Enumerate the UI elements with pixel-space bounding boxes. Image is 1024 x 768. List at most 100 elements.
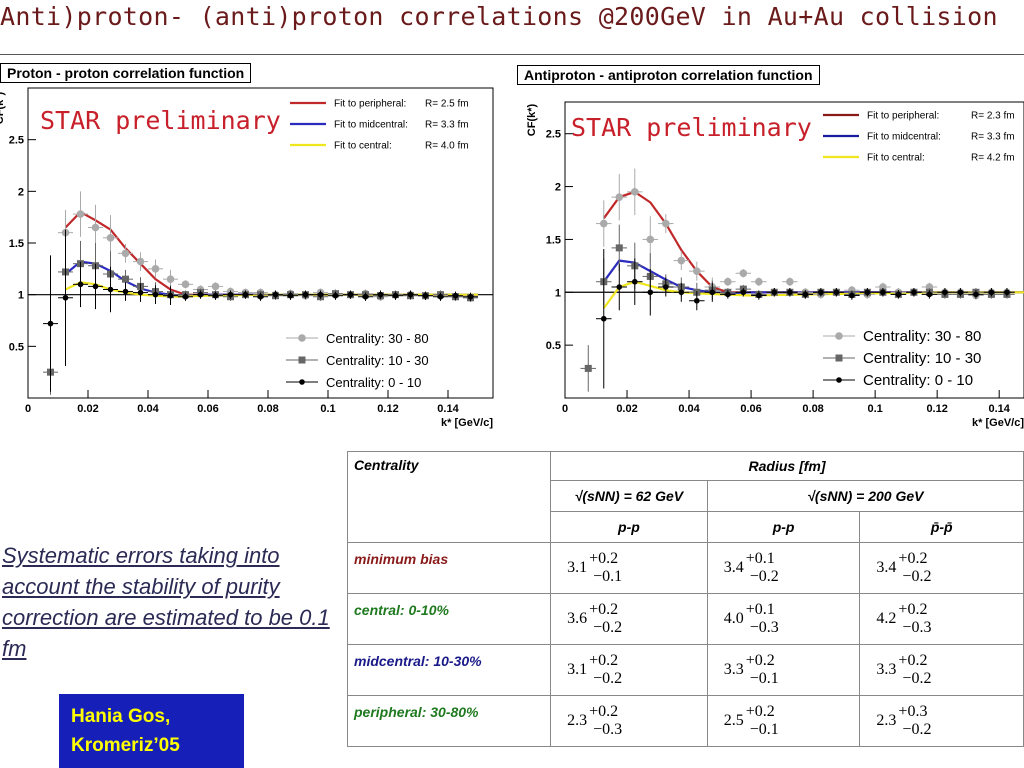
- data-point: [678, 289, 685, 296]
- data-point: [151, 265, 160, 273]
- data-point: [926, 291, 933, 298]
- y-tick-label: 0.5: [9, 341, 24, 353]
- x-tick-label: 0.12: [377, 403, 398, 415]
- data-point: [630, 188, 639, 196]
- centrality-legend-marker: [298, 356, 306, 364]
- data-point: [136, 257, 145, 266]
- fit-legend-label: Fit to central:: [334, 141, 392, 152]
- data-point: [755, 277, 763, 286]
- data-point: [166, 275, 175, 283]
- centrality-legend-label: Centrality: 0 - 10: [863, 372, 973, 389]
- y-tick-label: 2.5: [546, 129, 561, 141]
- x-axis-label: k* [GeV/c]: [441, 417, 493, 429]
- radius-value: 2.5 +0.2 −0.1: [706, 695, 861, 747]
- data-point: [107, 286, 114, 293]
- data-point: [661, 219, 670, 228]
- plot-frame: [564, 101, 1024, 399]
- data-point: [833, 289, 840, 296]
- radius-value: 4.0 +0.1 −0.3: [706, 593, 861, 645]
- y-tick-label: 1: [555, 287, 561, 299]
- data-point: [437, 293, 444, 300]
- data-point: [694, 297, 700, 304]
- pbarpbar-correlation-chart: 0 0.02 0.04 0.06 0.08 0.1 0.12 0.14 0.5 1 1.5 2 2.5 k…: [526, 101, 1024, 429]
- data-point: [786, 277, 794, 286]
- x-tick-label: 0.06: [197, 403, 218, 415]
- pp-panel-title: Proton - proton correlation function: [0, 63, 252, 83]
- centrality-legend-marker: [299, 379, 305, 385]
- data-point: [880, 289, 886, 296]
- radius-value: 3.3 +0.2 −0.1: [706, 644, 861, 696]
- y-tick-label: 2.5: [9, 135, 24, 147]
- fit-curve: [602, 190, 1024, 294]
- systematic-errors-note: Systematic errors taking into account th…: [2, 543, 330, 661]
- centrality-legend-marker: [835, 332, 843, 340]
- centrality-legend-label: Centrality: 10 - 30: [326, 353, 429, 368]
- data-point: [973, 291, 979, 298]
- radius-value: 2.3 +0.3 −0.2: [859, 695, 1024, 747]
- data-point: [615, 244, 623, 252]
- data-point: [91, 223, 100, 232]
- data-point: [47, 320, 54, 327]
- data-point: [362, 293, 369, 300]
- data-point: [272, 291, 279, 298]
- pp-200-subheader: p-p: [706, 511, 861, 543]
- radius-value: 3.3 +0.2 −0.2: [859, 644, 1024, 696]
- x-tick-label: 0.04: [678, 403, 700, 415]
- radius-value: 3.4 +0.2 −0.2: [859, 542, 1024, 594]
- centrality-legend-label: Centrality: 10 - 30: [863, 350, 981, 367]
- data-point: [106, 234, 115, 242]
- data-point: [137, 289, 144, 296]
- data-point: [616, 284, 623, 290]
- page-title: Anti)proton- (anti)proton correlations @…: [0, 2, 998, 31]
- centrality-header: Centrality: [346, 451, 552, 543]
- x-tick-label: 0.1: [320, 403, 335, 415]
- title-divider: [0, 54, 1024, 55]
- data-point: [211, 282, 220, 291]
- data-point: [677, 256, 686, 265]
- author-box: Hania Gos, Kromeriz’05: [59, 694, 244, 768]
- centrality-legend-marker: [835, 354, 843, 362]
- data-point: [631, 278, 638, 285]
- x-tick-label: 0.02: [616, 403, 637, 415]
- fit-legend-label: Fit to peripheral:: [867, 111, 939, 122]
- y-tick-label: 1.5: [546, 234, 561, 246]
- data-point: [849, 292, 855, 299]
- centrality-legend-marker: [836, 377, 842, 383]
- data-point: [181, 280, 190, 289]
- data-point: [152, 291, 159, 298]
- radius-value: 3.1 +0.2 −0.2: [550, 644, 708, 696]
- radius-table: Centrality Radius [fm] √(sNN) = 62 GeV √…: [346, 451, 1024, 747]
- data-point: [287, 292, 294, 299]
- table-row: central: 0-10% 3.6 +0.2 −0.2 4.0 +0.1 −0.3 4.2 +…: [346, 593, 1024, 645]
- fit-legend-label: Fit to midcentral:: [867, 132, 941, 143]
- data-point: [122, 288, 129, 295]
- centrality-label: peripheral: 30-80%: [346, 695, 552, 747]
- data-point: [864, 289, 871, 296]
- centrality-label: minimum bias: [346, 542, 552, 594]
- data-point: [242, 291, 249, 298]
- fit-legend-label: Fit to midcentral:: [334, 120, 408, 131]
- table-row: midcentral: 10-30% 3.1 +0.2 −0.2 3.3 +0.2 −0.1…: [346, 644, 1024, 696]
- x-tick-label: 0: [562, 403, 568, 415]
- centrality-legend-label: Centrality: 0 - 10: [326, 375, 421, 390]
- x-tick-label: 0: [25, 403, 31, 415]
- data-point: [709, 289, 716, 296]
- y-axis-label: CF(k*): [526, 103, 538, 136]
- data-point: [756, 292, 762, 299]
- data-point: [377, 291, 384, 298]
- data-point: [1004, 289, 1010, 296]
- data-point: [62, 294, 69, 301]
- data-point: [615, 193, 624, 201]
- data-point: [724, 277, 732, 286]
- data-point: [802, 291, 809, 298]
- fit-legend-label: Fit to central:: [867, 153, 925, 164]
- pp-62-subheader: p-p: [550, 511, 708, 543]
- data-point: [693, 267, 701, 275]
- fit-legend-radius: R= 4.0 fm: [425, 141, 469, 152]
- data-point: [167, 292, 174, 299]
- data-point: [988, 289, 995, 296]
- data-point: [818, 289, 824, 296]
- x-tick-label: 0.02: [77, 403, 98, 415]
- data-point: [392, 292, 399, 299]
- x-tick-label: 0.14: [988, 403, 1010, 415]
